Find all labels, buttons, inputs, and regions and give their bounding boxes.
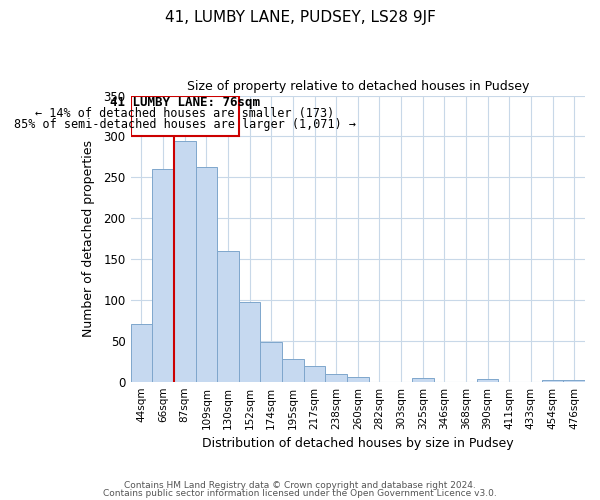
Bar: [477, 379, 499, 382]
Bar: [347, 377, 368, 382]
X-axis label: Distribution of detached houses by size in Pudsey: Distribution of detached houses by size …: [202, 437, 514, 450]
Bar: [412, 378, 434, 382]
Bar: [152, 169, 174, 382]
Text: 85% of semi-detached houses are larger (1,071) →: 85% of semi-detached houses are larger (…: [14, 118, 356, 132]
Bar: [196, 166, 217, 382]
Bar: [325, 374, 347, 382]
Bar: [260, 342, 282, 382]
Text: Contains HM Land Registry data © Crown copyright and database right 2024.: Contains HM Land Registry data © Crown c…: [124, 481, 476, 490]
Bar: [217, 251, 239, 382]
Bar: [542, 380, 563, 382]
Bar: [304, 366, 325, 382]
Bar: [282, 359, 304, 382]
Bar: [174, 140, 196, 382]
Bar: [563, 380, 585, 382]
Y-axis label: Number of detached properties: Number of detached properties: [82, 140, 95, 337]
Bar: [239, 302, 260, 382]
Bar: [131, 324, 152, 382]
Text: ← 14% of detached houses are smaller (173): ← 14% of detached houses are smaller (17…: [35, 107, 334, 120]
FancyBboxPatch shape: [131, 96, 239, 136]
Text: 41, LUMBY LANE, PUDSEY, LS28 9JF: 41, LUMBY LANE, PUDSEY, LS28 9JF: [164, 10, 436, 25]
Text: Contains public sector information licensed under the Open Government Licence v3: Contains public sector information licen…: [103, 488, 497, 498]
Text: 41 LUMBY LANE: 76sqm: 41 LUMBY LANE: 76sqm: [110, 96, 260, 108]
Title: Size of property relative to detached houses in Pudsey: Size of property relative to detached ho…: [187, 80, 529, 93]
